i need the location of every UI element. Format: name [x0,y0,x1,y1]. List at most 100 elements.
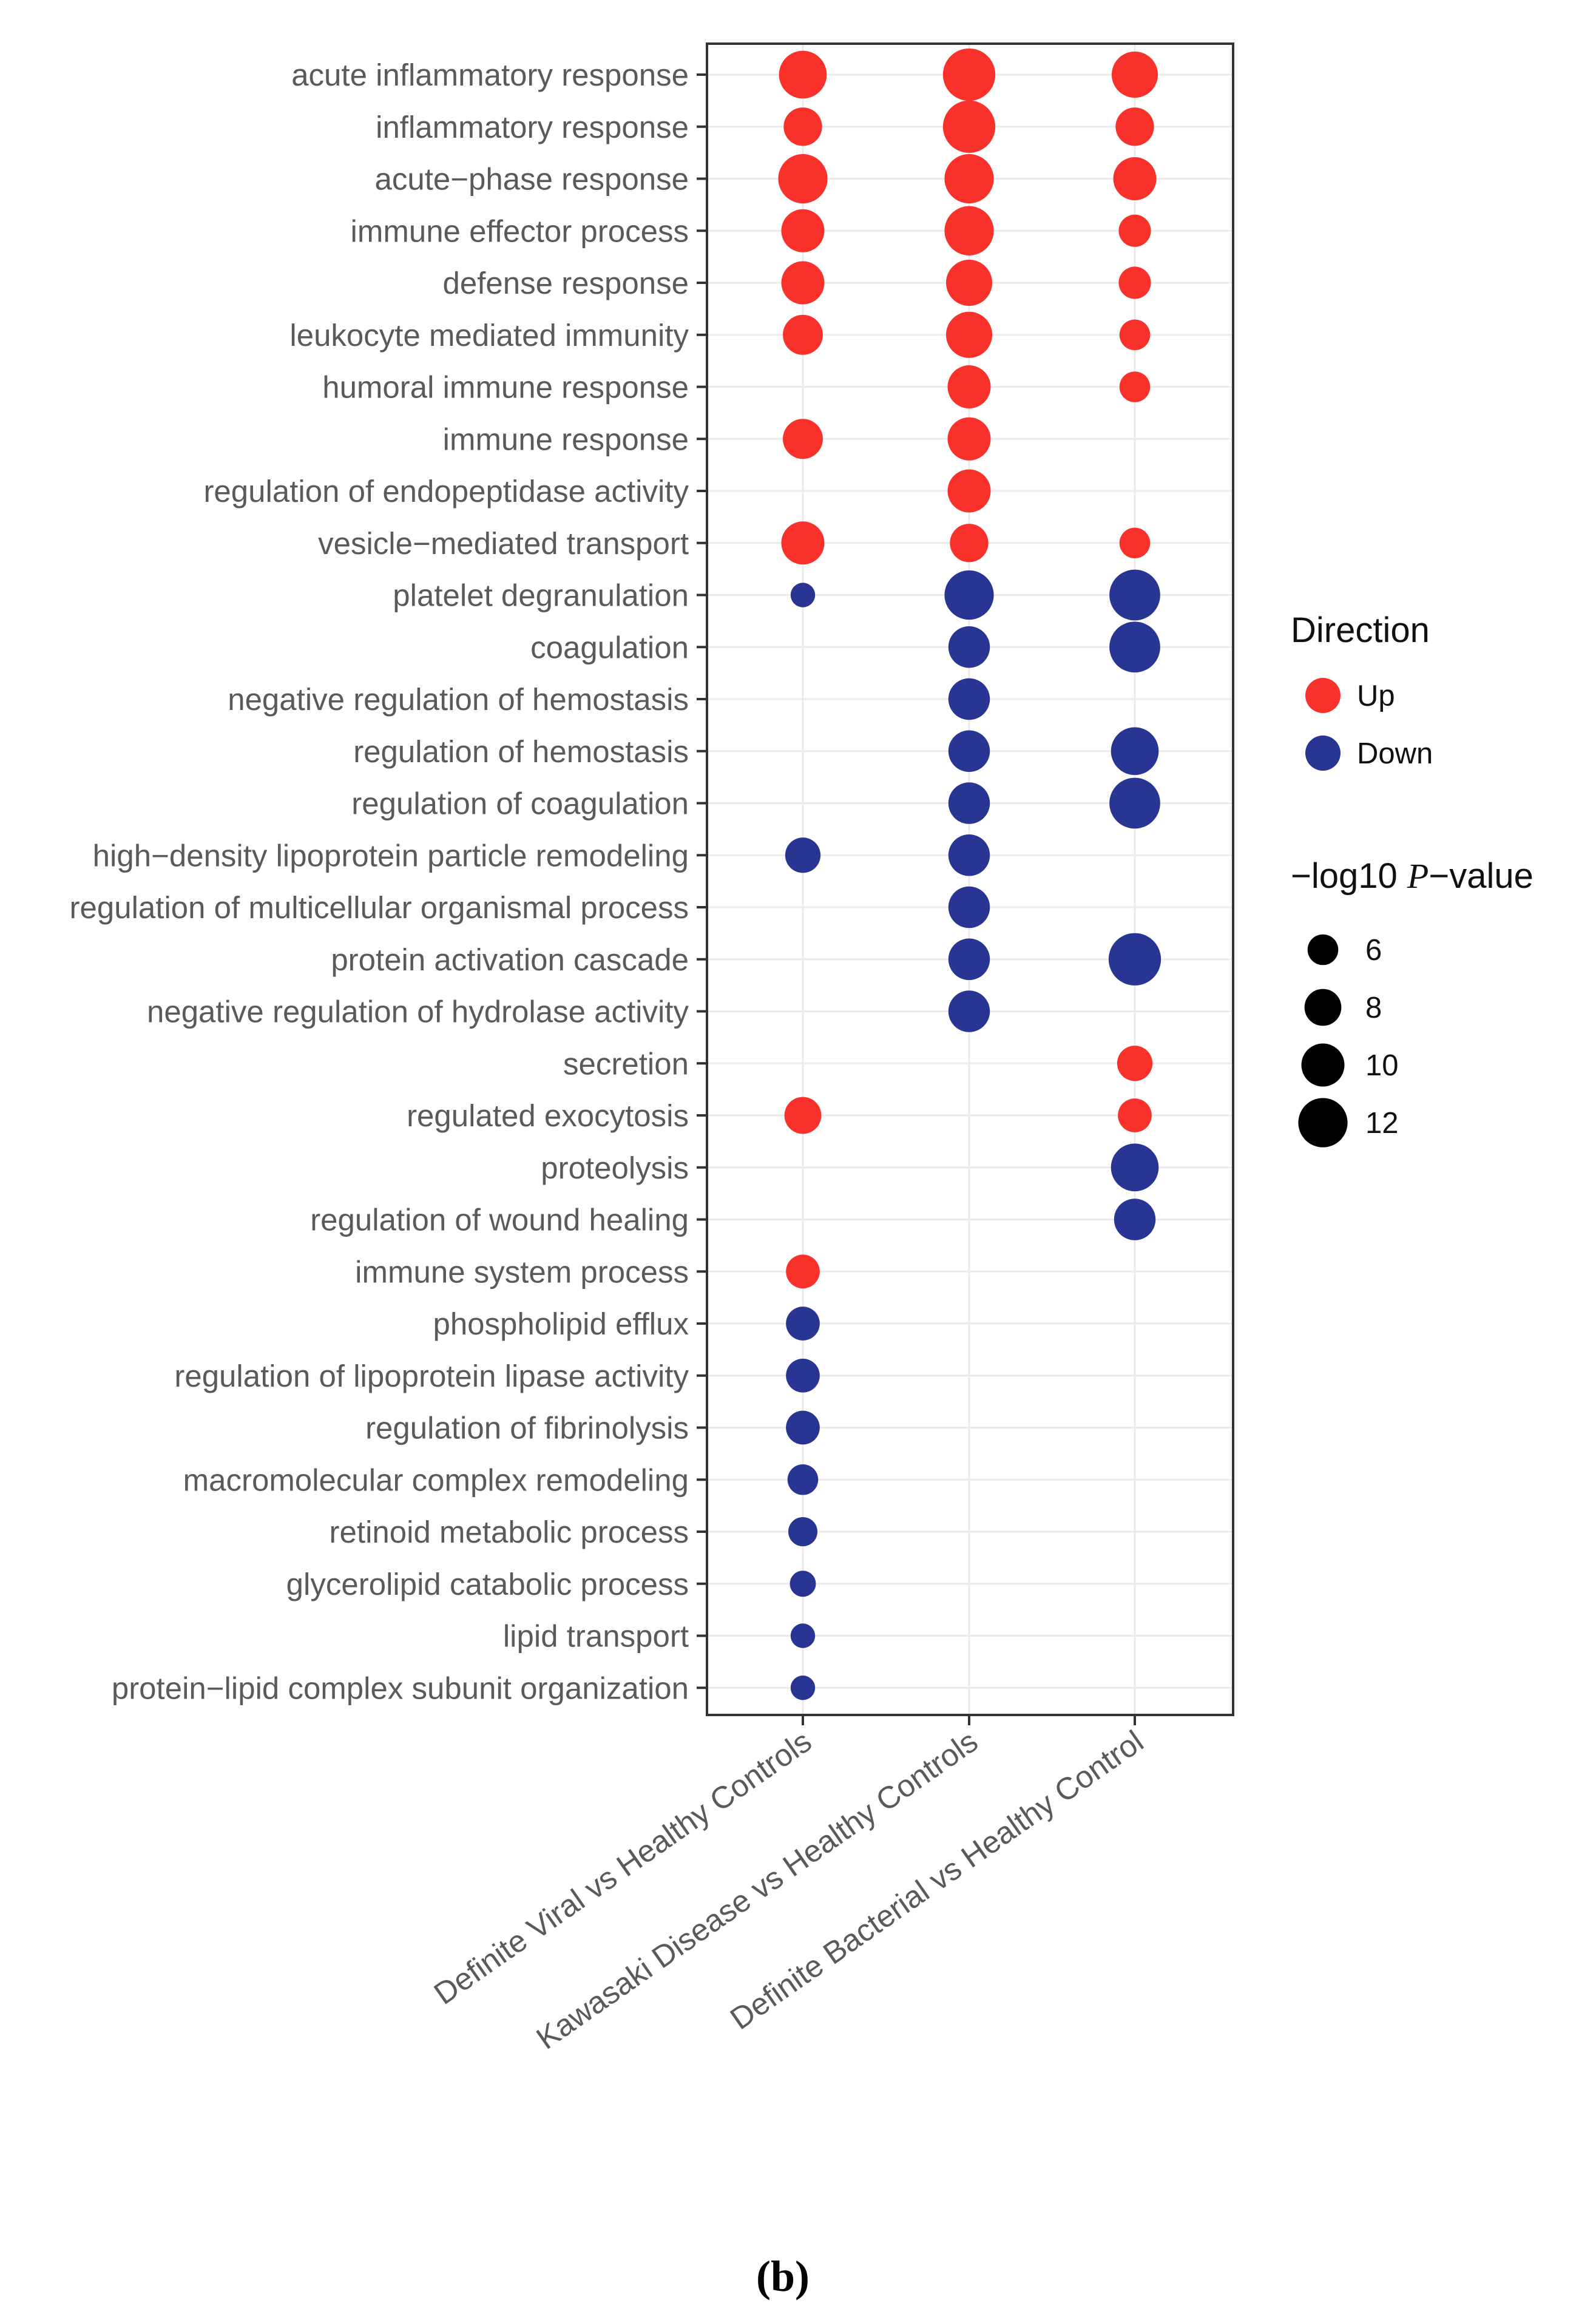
y-tick-label: protein activation cascade [331,942,689,977]
point-down [788,1517,818,1547]
point-down [1109,569,1160,621]
point-up [1119,371,1151,402]
y-tick-label: immune system process [355,1254,689,1289]
point-down [787,1464,819,1495]
point-down [948,938,990,980]
point-up [784,1097,822,1134]
point-up [942,48,996,101]
legend-size-title-prefix: −log10 [1291,856,1407,896]
legend-size-label: 12 [1365,1107,1399,1140]
y-tick-label: lipid transport [503,1619,689,1654]
y-tick-label: secretion [563,1046,689,1081]
point-up [945,311,993,358]
point-up [786,1254,820,1289]
point-down [948,886,990,928]
point-down [790,1571,816,1597]
y-axis: acute inflammatory response inflammatory … [70,58,707,1705]
point-down [1111,727,1159,776]
point-up [945,259,993,306]
point-down [948,730,990,772]
legend-key-up [1305,678,1341,713]
y-tick-label: regulated exocytosis [407,1098,689,1133]
y-tick-label: platelet degranulation [393,578,689,613]
point-down [790,1676,816,1700]
point-down [790,1623,816,1648]
y-tick-label: macromolecular complex remodeling [183,1463,689,1497]
point-up [783,419,823,459]
point-down [948,678,990,720]
y-tick-label: regulation of multicellular organismal p… [70,890,689,925]
point-up [778,154,828,204]
point-up [783,107,822,146]
y-tick-label: humoral immune response [322,370,689,405]
y-tick-label: regulation of wound healing [310,1203,689,1237]
legend-size-title: −log10 P−value [1291,856,1533,896]
point-up [942,100,996,153]
x-axis: Definite Viral vs Healthy ControlsKawasa… [428,1715,1149,2056]
data-points [778,48,1161,1700]
y-tick-label: negative regulation of hydrolase activit… [147,995,689,1029]
legend-size-title-suffix: −value [1429,856,1533,896]
legend-size-key [1298,1098,1348,1148]
legend-size-label: 8 [1365,992,1382,1024]
y-tick-label: leukocyte mediated immunity [289,318,689,353]
point-down [786,1307,820,1341]
point-down [948,782,990,824]
y-tick-label: regulation of lipoprotein lipase activit… [174,1359,689,1393]
y-tick-label: regulation of endopeptidase activity [203,474,689,509]
point-down [944,570,994,620]
y-tick-label: coagulation [530,630,689,665]
point-up [1111,51,1158,98]
y-tick-label: inflammatory response [376,110,689,144]
legend-size-key [1301,1043,1345,1087]
y-tick-label: glycerolipid catabolic process [286,1567,689,1601]
point-down [1108,933,1161,986]
y-tick-label: phospholipid efflux [433,1307,689,1341]
point-up [781,209,825,252]
point-up [947,365,991,408]
point-up [1118,214,1151,247]
point-up [944,206,994,255]
figure-caption: (b) [756,2252,810,2301]
point-down [948,626,990,668]
y-tick-label: vesicle−mediated transport [318,526,689,561]
y-tick-label: defense response [443,266,689,300]
point-up [947,469,991,513]
point-up [1118,1098,1152,1132]
point-down [1114,1199,1156,1240]
point-down [785,837,821,873]
legend-size-title-italic: P [1407,856,1429,896]
point-up [944,154,994,204]
legend-size-key [1304,989,1342,1026]
y-tick-label: proteolysis [541,1151,689,1185]
y-tick-label: regulation of coagulation [351,786,689,821]
y-tick-label: acute inflammatory response [291,58,689,92]
point-down [1109,621,1160,673]
y-tick-label: regulation of hemostasis [353,734,689,769]
legend: Direction Up Down −log10 P−value 6 8 10 12 [1291,610,1533,1148]
point-down [948,990,990,1032]
point-down [790,583,816,607]
y-tick-label: acute−phase response [375,162,689,197]
point-down [1109,777,1160,829]
point-up [950,524,989,563]
point-up [1117,1046,1153,1081]
point-up [1118,266,1151,299]
point-up [1113,157,1157,200]
point-up [1119,527,1151,559]
y-tick-label: negative regulation of hemostasis [228,682,689,717]
point-down [1111,1143,1159,1192]
point-up [783,314,823,355]
point-down [786,1410,820,1445]
point-up [781,521,825,565]
y-tick-label: retinoid metabolic process [330,1515,689,1549]
point-up [1119,319,1151,351]
point-up [779,50,827,99]
y-tick-label: high−density lipoprotein particle remode… [93,838,689,873]
point-up [781,261,825,305]
legend-key-down [1305,736,1341,771]
legend-label-up: Up [1357,680,1395,712]
point-up [947,417,991,461]
legend-size-label: 6 [1365,934,1382,967]
